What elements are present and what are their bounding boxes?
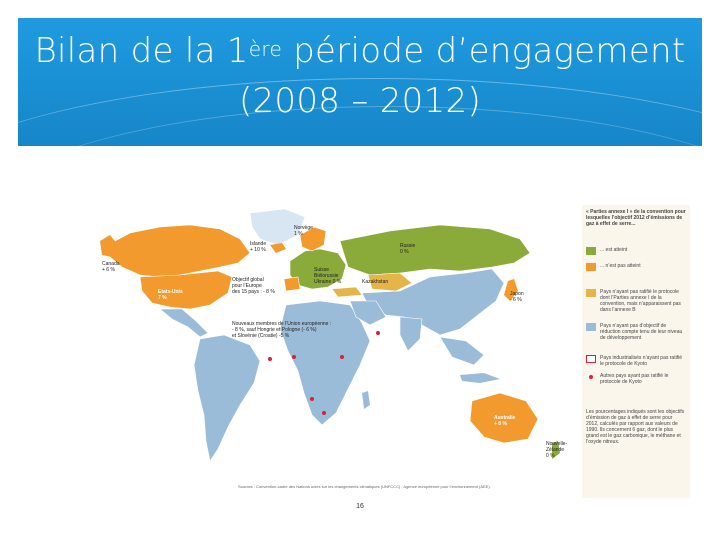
title-line-2: (2008 – 2012)	[238, 81, 482, 121]
iceland-shape	[270, 243, 286, 253]
kazakhstan-shape	[367, 272, 413, 292]
label-russie: Russie 0 %	[400, 243, 416, 255]
label-australie: Australie + 8 %	[494, 415, 516, 427]
australia-shape	[469, 392, 539, 444]
iberia-shape	[283, 276, 301, 292]
non-ratifying-country-marker	[376, 331, 380, 335]
canada-shape	[107, 224, 251, 278]
label-islande: Islande + 10 %	[250, 241, 267, 253]
legend-item-label: Pays n’ayant pas ratifié le protocole do…	[600, 289, 681, 313]
legend-swatch-not-reached	[586, 263, 596, 271]
legend-swatch-no-objective	[586, 323, 596, 331]
non-ratifying-country-marker	[292, 355, 296, 359]
indonesia-shape	[460, 373, 500, 383]
legend-swatch-not-ratified	[586, 289, 596, 297]
map-legend: « Parties annexe I » de la convention po…	[582, 205, 690, 498]
legend-item-label: ... est atteint	[600, 247, 628, 253]
world-map: Canada + 6 % Etats-Unis 7 % Islande + 10…	[100, 205, 582, 498]
map-source: Sources : Convention-cadre des Nations u…	[238, 484, 491, 489]
label-europe-small: Suisse Biélorussie Ukraine 0 %	[314, 267, 342, 285]
legend-item-label: Pays n’ayant pas d’objectif de réduction…	[600, 323, 683, 341]
label-europe-objective: Objectif global pour l’Europe des 15 pay…	[232, 277, 275, 295]
non-ratifying-country-marker	[310, 397, 314, 401]
label-kazakhstan: Kazakhstan	[362, 279, 389, 285]
non-ratifying-country-marker	[268, 357, 272, 361]
legend-heading-text: « Parties annexe I » de la convention po…	[586, 209, 686, 227]
legend-item-label: Pays industrialisés n’ayant pas ratifié …	[600, 355, 682, 367]
greenland-shape	[249, 208, 306, 246]
title-line-1: Bilan de la 1ère période d’engagement	[18, 26, 702, 76]
new-zealand-shape	[552, 441, 560, 459]
label-canada: Canada + 6 %	[102, 261, 120, 273]
title-superscript: ère	[248, 37, 283, 61]
legend-item-label: ... n’est pas atteint	[600, 263, 641, 269]
title-banner	[18, 18, 702, 146]
southeast-asia-shape	[439, 336, 485, 366]
label-norvege: Norvège 1 %	[294, 225, 313, 237]
slide-title: Bilan de la 1ère période d’engagement (2…	[18, 26, 702, 126]
asia-shape	[361, 268, 505, 336]
south-america-shape	[193, 334, 261, 462]
central-america-shape	[159, 308, 209, 338]
label-new-eu-members: Nouveaux membres de l’Union européenne :…	[232, 321, 332, 339]
middle-east-shape	[349, 300, 387, 326]
label-japon: Japon - 6 %	[510, 291, 524, 303]
legend-note-text: Les pourcentages indiqués sont les objec…	[586, 409, 685, 445]
japan-shape	[504, 279, 518, 301]
legend-swatch-reached	[586, 247, 596, 255]
label-usa: Etats-Unis 7 %	[158, 289, 183, 301]
non-ratifying-country-marker	[340, 355, 344, 359]
alaska-shape	[100, 235, 118, 257]
legend-swatch-other-not-ratified	[586, 373, 596, 381]
turkey-shape	[331, 286, 363, 298]
world-map-svg	[100, 205, 582, 498]
madagascar-shape	[362, 391, 370, 409]
legend-item-label: Autres pays ayant pas ratifié le protoco…	[600, 373, 669, 385]
title-text-1: Bilan de la 1	[34, 31, 249, 71]
scandinavia-shape	[299, 226, 327, 252]
legend-swatch-industrialized-not-ratified	[586, 355, 596, 363]
banner-wave-decoration	[18, 106, 702, 146]
non-ratifying-country-marker	[322, 411, 326, 415]
usa-shape	[139, 270, 233, 310]
banner-wave-decoration	[18, 78, 702, 146]
page-number: 16	[356, 503, 364, 510]
label-new-zealand: Nouvelle- Zélande 0 %	[546, 441, 568, 459]
title-text-2: période d’engagement	[282, 31, 686, 71]
south-asia-shape	[399, 316, 423, 352]
